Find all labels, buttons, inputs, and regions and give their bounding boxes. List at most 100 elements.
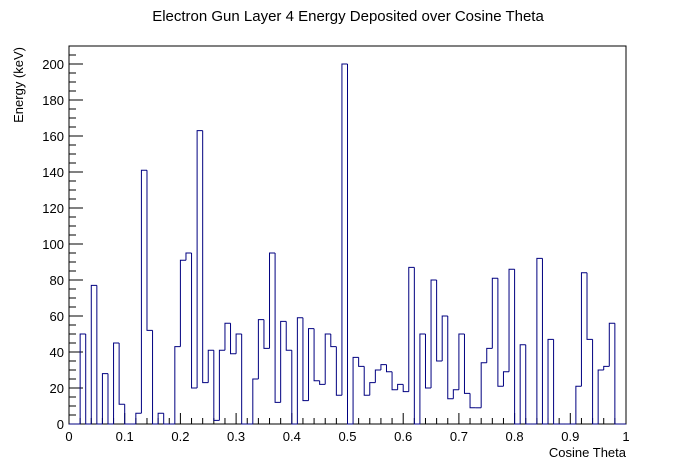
- histogram-bin: [452, 389, 459, 399]
- histogram-bin: [330, 334, 337, 348]
- histogram-bin: [196, 130, 203, 388]
- y-tick-label: 80: [50, 273, 64, 288]
- y-tick-label: 180: [42, 93, 64, 108]
- histogram-bin: [380, 364, 387, 370]
- x-tick-label: 0.1: [116, 429, 134, 444]
- histogram-bin: [486, 347, 493, 363]
- x-tick-label: 0.9: [561, 429, 579, 444]
- x-tick-label: 0.4: [283, 429, 301, 444]
- histogram-bin: [502, 371, 510, 387]
- histogram-bin: [252, 378, 259, 424]
- histogram-bin: [458, 333, 465, 390]
- x-tick-label: 0: [65, 429, 72, 444]
- histogram-bin: [391, 371, 398, 391]
- histogram-bin: [469, 393, 476, 409]
- histogram-bin: [280, 320, 287, 403]
- histogram-bin: [202, 130, 209, 384]
- histogram-bin: [319, 380, 326, 385]
- y-tick-label: 20: [50, 381, 64, 396]
- histogram-bin: [263, 319, 270, 349]
- histogram-bin: [140, 169, 147, 414]
- histogram-bin: [230, 323, 237, 355]
- histogram-bin: [235, 333, 242, 354]
- x-axis: 0 0.1 0.2 0.3 0.4 0.5 0.6 0.7 0.8 0.9 1: [65, 413, 630, 444]
- histogram-bin: [79, 333, 86, 424]
- histogram-bin: [313, 328, 320, 382]
- histogram-bin: [597, 369, 604, 424]
- histogram-bin: [491, 277, 498, 349]
- histogram-bin: [480, 362, 487, 408]
- x-tick-label: 0.6: [394, 429, 412, 444]
- histogram-bin: [118, 343, 125, 405]
- histogram-bin: [174, 346, 181, 424]
- x-tick-label: 0.3: [227, 429, 245, 444]
- histogram-bin: [586, 272, 593, 340]
- histogram-bin: [536, 257, 543, 424]
- histogram-series: [69, 63, 626, 425]
- histogram-bin: [146, 170, 153, 331]
- x-tick-label: 0.2: [171, 429, 189, 444]
- histogram-bin: [296, 317, 303, 424]
- histogram-bin: [185, 252, 192, 261]
- histogram-bin: [213, 350, 220, 421]
- histogram-bin: [553, 339, 560, 425]
- y-tick-label: 40: [50, 345, 64, 360]
- histogram-bin: [413, 267, 420, 425]
- histogram-bin: [291, 350, 298, 425]
- histogram-bin: [436, 280, 443, 362]
- histogram-bin: [541, 258, 549, 425]
- chart-title: Electron Gun Layer 4 Energy Deposited ov…: [152, 8, 544, 25]
- histogram-bin: [224, 322, 231, 351]
- histogram-bin: [157, 412, 164, 424]
- histogram-bin: [113, 342, 120, 424]
- histogram-bin: [408, 266, 415, 392]
- histogram-bin: [85, 334, 92, 425]
- histogram-bin: [424, 334, 432, 389]
- histogram-bin: [207, 349, 214, 383]
- histogram-bin: [419, 333, 426, 424]
- y-tick-label: 0: [57, 417, 64, 432]
- histogram-bin: [575, 385, 582, 424]
- histogram-bin: [347, 64, 354, 425]
- histogram-bin: [302, 317, 309, 402]
- y-tick-label: 140: [42, 165, 64, 180]
- histogram-bin: [358, 357, 365, 367]
- histogram-bin: [218, 349, 225, 421]
- histogram-bin: [397, 383, 404, 390]
- histogram-bin: [614, 323, 621, 425]
- histogram-bin: [163, 413, 170, 425]
- histogram-bin: [374, 369, 381, 383]
- histogram-bin: [519, 344, 526, 424]
- x-axis-title: Cosine Theta: [549, 445, 627, 460]
- y-tick-label: 100: [42, 237, 64, 252]
- histogram-bin: [547, 338, 554, 424]
- histogram-bin: [385, 364, 393, 373]
- histogram-bin: [402, 384, 409, 393]
- x-tick-label: 1: [622, 429, 629, 444]
- x-tick-label: 0.5: [338, 429, 356, 444]
- histogram-bin: [497, 278, 504, 387]
- histogram-bin: [152, 330, 159, 425]
- y-axis-title: Energy (keV): [11, 47, 26, 123]
- y-tick-label: 200: [42, 57, 64, 72]
- histogram-bin: [508, 268, 515, 372]
- histogram-bin: [179, 259, 186, 347]
- histogram-bin: [269, 252, 276, 349]
- histogram-bin: [441, 315, 448, 361]
- histogram-bin: [285, 321, 292, 351]
- histogram-bin: [430, 279, 437, 388]
- y-tick-label: 120: [42, 201, 64, 216]
- histogram-bin: [96, 285, 103, 425]
- histogram-bin: [341, 63, 348, 396]
- histogram-bin: [257, 319, 264, 379]
- histogram-bin: [241, 334, 248, 425]
- histogram-bin: [592, 339, 599, 425]
- histogram-bin: [335, 346, 342, 396]
- histogram-bin: [135, 412, 142, 424]
- histogram-bin: [274, 253, 281, 403]
- histogram-bin: [124, 404, 131, 425]
- histogram-bin: [603, 365, 610, 370]
- histogram-bin: [608, 322, 615, 367]
- histogram-bin: [447, 316, 454, 400]
